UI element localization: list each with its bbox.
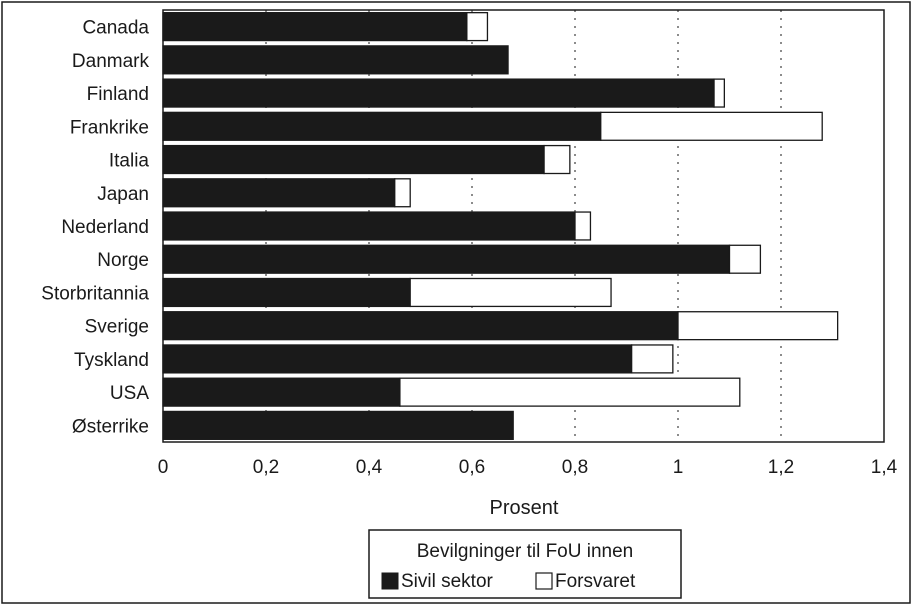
bar-sivil-7 (162, 244, 731, 274)
bar-forsvaret-0 (466, 12, 489, 42)
category-labels: Canada Danmark Finland Frankrike Italia Japan… (41, 18, 149, 438)
legend-swatch-forsvaret (535, 572, 553, 590)
plot-area-border (162, 9, 885, 443)
bar-forsvaret-7 (728, 244, 762, 274)
bar-forsvaret-10 (631, 344, 674, 374)
category-label: Tyskland (74, 350, 149, 371)
bar-sivil-0 (162, 12, 468, 42)
bar-sivil-2 (162, 78, 715, 108)
legend-label-sivil: Sivil sektor (401, 571, 494, 592)
x-tick-labels: 0 0,2 0,4 0,6 0,8 1 1,2 1,4 (158, 457, 898, 478)
category-label: Finland (87, 84, 149, 105)
x-tick-label: 0,2 (253, 457, 279, 478)
bar-forsvaret-9 (677, 311, 839, 341)
category-label: Storbritannia (41, 283, 149, 304)
x-tick-label: 1 (673, 457, 684, 478)
bar-sivil-12 (162, 410, 514, 440)
bar-sivil-10 (162, 344, 633, 374)
legend-box (368, 529, 682, 599)
bar-sivil-3 (162, 111, 602, 141)
category-label: Norge (97, 250, 149, 271)
bar-forsvaret-3 (600, 111, 823, 141)
x-tick-label: 0,8 (562, 457, 588, 478)
x-axis-label: Prosent (490, 497, 559, 519)
category-label: Frankrike (70, 117, 149, 138)
bar-forsvaret-11 (399, 377, 741, 407)
category-label: Italia (109, 151, 150, 172)
x-tick-label: 0 (158, 457, 169, 478)
x-tick-label: 1,2 (768, 457, 794, 478)
bar-sivil-9 (162, 311, 679, 341)
legend-title: Bevilgninger til FoU innen (417, 541, 634, 562)
legend: Bevilgninger til FoU innen Sivil sektor … (368, 529, 682, 599)
bar-forsvaret-5 (394, 178, 411, 208)
bar-sivil-5 (162, 178, 396, 208)
bars (162, 12, 839, 440)
bar-sivil-6 (162, 211, 576, 241)
x-tick-label: 0,6 (459, 457, 485, 478)
category-label: Danmark (72, 51, 150, 72)
category-label: USA (110, 383, 149, 404)
category-label: Canada (82, 18, 149, 39)
category-label: Nederland (61, 217, 149, 238)
category-label: Sverige (85, 317, 149, 338)
bar-forsvaret-8 (409, 277, 612, 308)
x-tick-label: 0,4 (356, 457, 383, 478)
legend-label-forsvaret: Forsvaret (555, 571, 636, 592)
bar-sivil-4 (162, 144, 545, 175)
category-label: Japan (97, 184, 149, 205)
bar-forsvaret-6 (574, 211, 592, 241)
bar-forsvaret-2 (713, 78, 725, 108)
bar-sivil-11 (162, 377, 401, 407)
x-tick-label: 1,4 (871, 457, 898, 478)
legend-swatch-sivil (381, 572, 399, 590)
category-label: Østerrike (72, 416, 149, 437)
bar-forsvaret-4 (543, 144, 571, 175)
bar-sivil-8 (162, 277, 411, 308)
bar-sivil-1 (162, 45, 509, 75)
